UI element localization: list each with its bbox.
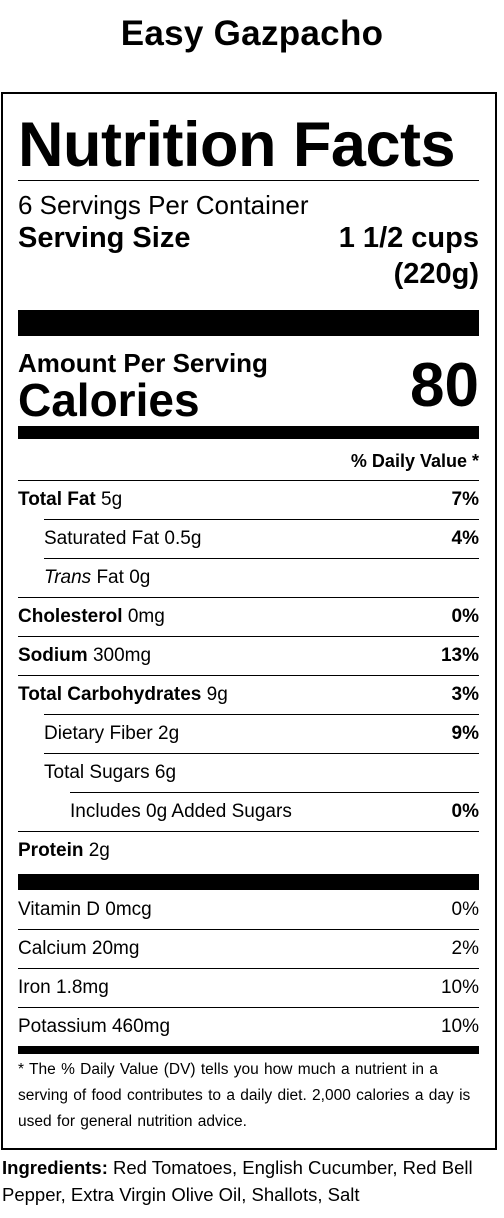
vitamin-dv: 0% [451,898,479,920]
nutrient-name: Cholesterol [18,606,123,627]
serving-size-row: Serving Size 1 1/2 cups (220g) [18,220,479,292]
nutrient-name: Includes 0g Added Sugars [70,800,292,822]
nutrient-name: Protein [18,840,84,861]
nutrient-row-total-fat: Total Fat 5g 7% [18,480,479,519]
nutrient-dv: 0% [451,800,479,822]
nutrient-name: Fat [96,566,124,588]
nutrient-name: Total Carbohydrates [18,684,202,705]
ingredients-text: Red Tomatoes, English Cucumber, Red Bell… [2,1157,473,1205]
vitamin-dv: 10% [440,1016,479,1037]
nutrient-dv: 0% [451,606,479,627]
nutrient-amount: 0.5g [164,527,202,549]
nutrient-name: Saturated Fat [44,527,160,549]
vitamin-name: Vitamin D 0mcg [18,898,152,920]
vitamin-row: Calcium 20mg 2% [18,929,479,968]
vitamin-row: Vitamin D 0mcg 0% [18,890,479,929]
serving-size-weight: (220g) [393,258,479,290]
nutrient-row-saturated-fat: Saturated Fat 0.5g 4% [18,519,479,558]
nutrient-row-total-sugars: Total Sugars 6g [18,753,479,792]
nutrient-row-added-sugars: Includes 0g Added Sugars 0% [18,792,479,831]
nutrient-row-cholesterol: Cholesterol 0mg 0% [18,597,479,636]
nutrient-amount: 9g [206,684,228,705]
nutrient-dv: 3% [451,684,479,705]
vitamin-dv: 10% [440,977,479,998]
serving-size-volume: 1 1/2 cups [338,222,479,254]
divider [18,180,479,181]
medium-divider [18,426,479,439]
nutrient-amount: 2g [88,840,110,861]
nutrition-facts-label: Nutrition Facts 6 Servings Per Container… [1,92,497,1150]
calories-value: 80 [410,351,479,420]
ingredients-list: Ingredients: Red Tomatoes, English Cucum… [2,1154,502,1208]
nutrient-dv: 9% [451,722,479,744]
nutrient-row-dietary-fiber: Dietary Fiber 2g 9% [18,714,479,753]
nutrient-name: Total Sugars [44,761,150,783]
nutrient-dv: 13% [440,645,479,666]
vitamin-dv: 2% [451,938,479,959]
nutrient-amount: 2g [158,722,180,744]
nutrient-amount: 0g [129,566,151,588]
daily-value-footnote: * The % Daily Value (DV) tells you how m… [18,1061,471,1130]
vitamin-name: Potassium 460mg [18,1016,171,1037]
daily-value-header: % Daily Value * [350,451,479,471]
ingredients-label: Ingredients: [2,1157,108,1178]
nutrient-name: Total Fat [18,489,96,510]
vitamin-row: Iron 1.8mg 10% [18,968,479,1007]
nutrient-amount: 6g [154,761,177,783]
vitamin-row: Potassium 460mg 10% [18,1007,479,1046]
nutrition-facts-title: Nutrition Facts [18,110,456,180]
nutrient-dv: 7% [451,489,479,510]
serving-size-value: 1 1/2 cups (220g) [339,220,479,292]
amount-per-serving: Amount Per Serving [18,348,268,378]
nutrient-name: Dietary Fiber [44,722,153,744]
serving-size-label: Serving Size [18,222,191,254]
vitamin-name: Iron 1.8mg [18,977,109,998]
recipe-title: Easy Gazpacho [120,14,384,53]
vitamin-name: Calcium 20mg [18,938,140,959]
nutrient-row-sodium: Sodium 300mg 13% [18,636,479,675]
nutrient-amount: 300mg [92,645,152,666]
servings-per-container: 6 Servings Per Container [18,190,309,220]
nutrient-dv: 4% [451,527,479,549]
calories-label: Calories [18,374,200,426]
thick-divider [18,874,479,890]
thick-divider [18,310,479,336]
nutrient-name-italic: Trans [44,566,92,588]
nutrient-row-total-carbohydrates: Total Carbohydrates 9g 3% [18,675,479,714]
medium-divider [18,1046,479,1054]
nutrient-row-protein: Protein 2g [18,831,479,870]
nutrient-amount: 5g [101,489,123,510]
nutrient-amount: 0mg [127,606,165,627]
nutrient-name: Sodium [18,645,88,666]
nutrient-row-trans-fat: Trans Fat 0g [18,558,479,597]
calories-block: Amount Per Serving Calories 80 [18,336,479,423]
